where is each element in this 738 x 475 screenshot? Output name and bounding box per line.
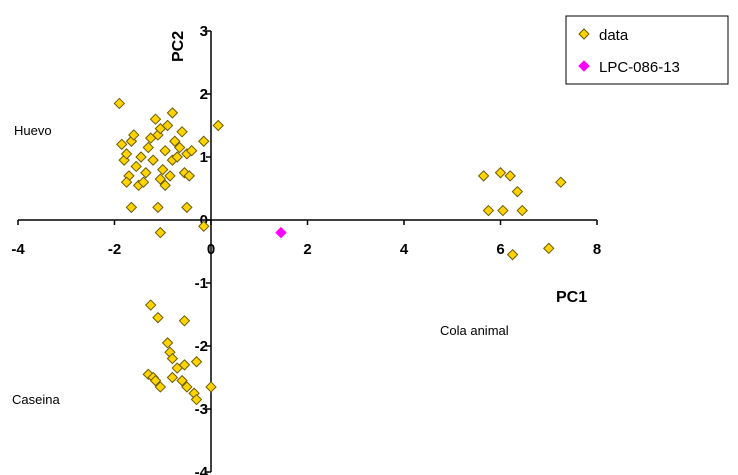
x-tick-label: 2 xyxy=(303,241,311,258)
legend-box xyxy=(565,15,729,85)
x-axis-title: PC1 xyxy=(556,289,587,306)
data-point xyxy=(169,135,181,147)
data-point xyxy=(212,119,224,132)
data-point xyxy=(166,371,179,384)
annotation-cola-animal: Cola animal xyxy=(440,323,509,338)
data-point xyxy=(198,220,210,233)
data-point xyxy=(149,374,162,387)
data-point xyxy=(166,352,179,365)
y-tick-label: 1 xyxy=(200,149,208,166)
annotation-caseina: Caseina xyxy=(12,392,60,407)
data-point xyxy=(482,204,495,217)
data-point xyxy=(161,119,174,132)
data-point xyxy=(144,299,157,311)
lpc-point xyxy=(275,226,287,239)
legend-label-lpc: LPC-086-13 xyxy=(599,59,680,76)
data-point xyxy=(198,135,210,147)
data-point xyxy=(137,176,150,188)
data-point xyxy=(130,160,142,173)
data-point xyxy=(116,138,128,151)
data-point xyxy=(178,359,191,371)
data-point xyxy=(154,173,167,185)
data-point xyxy=(135,151,147,163)
y-tick-label: -1 xyxy=(195,275,208,292)
data-point xyxy=(154,381,167,393)
data-point xyxy=(543,242,555,255)
data-point xyxy=(164,170,176,182)
data-point xyxy=(159,144,171,157)
data-point xyxy=(113,97,126,110)
data-point xyxy=(205,381,217,393)
x-tick-label: -2 xyxy=(108,241,121,258)
legend-marker-data xyxy=(578,28,590,40)
data-point xyxy=(181,381,193,393)
x-tick-label: 4 xyxy=(400,241,409,258)
annotation-huevo: Huevo xyxy=(14,123,52,138)
data-point xyxy=(152,311,164,324)
x-tick-label: 6 xyxy=(496,241,504,258)
data-point xyxy=(149,113,162,125)
data-point xyxy=(154,226,167,239)
legend-marker-lpc xyxy=(578,60,590,72)
y-axis-title: PC2 xyxy=(170,31,187,62)
data-point xyxy=(125,201,138,214)
data-point xyxy=(176,374,188,387)
data-point xyxy=(166,107,179,119)
data-point xyxy=(152,201,164,214)
data-point xyxy=(159,179,171,192)
data-point xyxy=(477,170,490,182)
legend-label-data: data xyxy=(599,27,629,44)
data-point xyxy=(178,315,191,327)
data-point xyxy=(506,248,519,261)
data-point xyxy=(173,141,186,154)
legend: data LPC-086-13 xyxy=(565,15,729,85)
data-point xyxy=(494,167,507,179)
data-point xyxy=(516,204,528,217)
data-point xyxy=(504,170,516,182)
data-point xyxy=(147,154,159,166)
data-point xyxy=(190,356,203,368)
axes xyxy=(17,30,598,473)
tick-labels: -4 -2 0 2 4 6 8 3 2 1 0 -1 -2 -3 -4 xyxy=(11,23,601,475)
y-tick-label: -4 xyxy=(195,464,209,475)
data-point xyxy=(140,167,152,179)
data-point xyxy=(120,176,133,188)
data-point xyxy=(497,204,509,217)
y-tick-label: 0 xyxy=(200,212,208,229)
data-point xyxy=(181,201,193,214)
data-point xyxy=(185,144,198,157)
y-tick-label: 2 xyxy=(200,86,208,103)
data-point xyxy=(176,126,188,138)
y-tick-label: -3 xyxy=(195,401,208,418)
x-tick-label: 8 xyxy=(593,241,601,258)
y-tick-label: -2 xyxy=(195,338,208,355)
data-point xyxy=(171,151,183,163)
x-tick-label: 0 xyxy=(207,241,215,258)
y-tick-label: 3 xyxy=(200,23,208,40)
data-point xyxy=(161,337,174,349)
data-points xyxy=(113,97,567,406)
data-point xyxy=(120,148,133,160)
data-point xyxy=(183,170,195,182)
data-point xyxy=(157,163,169,176)
data-point xyxy=(128,129,140,141)
x-tick-label: -4 xyxy=(11,241,25,258)
data-point xyxy=(511,185,524,198)
data-point xyxy=(190,393,203,406)
data-point xyxy=(555,176,567,188)
data-point xyxy=(142,141,154,154)
